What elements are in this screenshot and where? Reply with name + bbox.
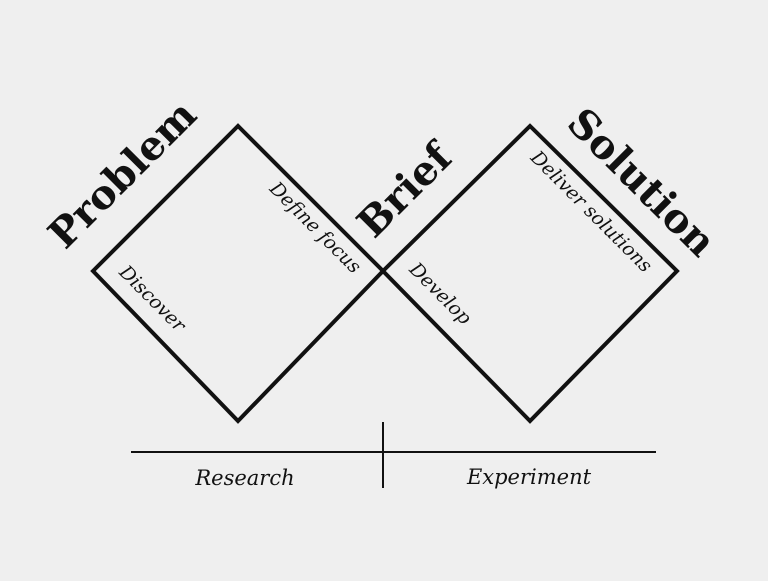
research-label: Research (194, 466, 294, 490)
diamond-solution-shape (380, 123, 680, 424)
experiment-label: Experiment (466, 465, 592, 489)
